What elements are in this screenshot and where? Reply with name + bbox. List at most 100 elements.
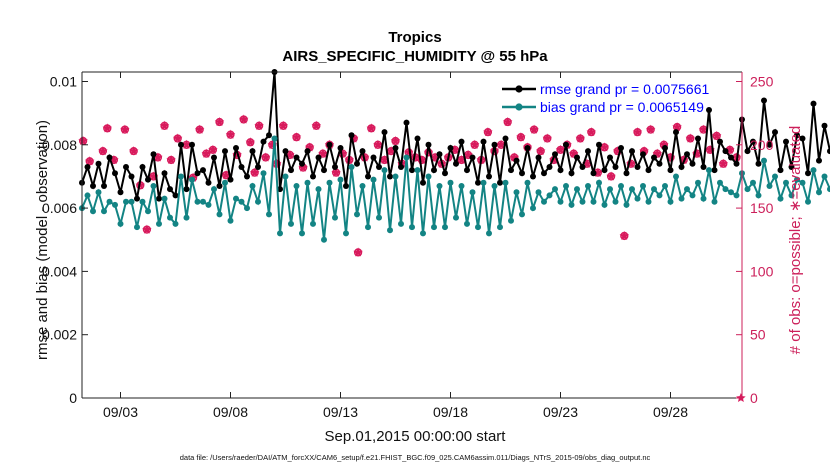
series-1-point-9	[128, 198, 135, 205]
series-1-point-73	[480, 179, 487, 186]
series-0-point-34	[266, 132, 272, 139]
series-0-point-97	[612, 163, 619, 170]
series-0-point-71	[469, 154, 476, 161]
series-1-point-107	[667, 198, 674, 205]
obs-count-marker-85	[632, 127, 643, 137]
series-0-point-135	[821, 122, 828, 129]
series-1-point-111	[689, 192, 696, 199]
series-1-point-98	[618, 182, 624, 189]
obs-count-marker-16	[194, 124, 205, 134]
series-1-point-135	[821, 173, 828, 180]
obs-count-marker-0	[78, 136, 88, 146]
series-0-point-72	[475, 179, 481, 186]
series-1-point-47	[337, 176, 344, 183]
obs-count-marker-23	[238, 114, 249, 124]
series-0-point-55	[381, 129, 388, 136]
series-0-point-74	[486, 173, 492, 180]
series-1-point-90	[574, 186, 580, 193]
series-1-point-113	[700, 195, 707, 202]
series-1-point-52	[365, 224, 371, 231]
x-tick-label-0: 09/03	[103, 404, 138, 420]
obs-count-marker-39	[337, 148, 348, 158]
obs-count-marker-11	[159, 120, 170, 130]
obs-count-marker-73	[555, 144, 566, 154]
series-1-point-70	[464, 220, 470, 227]
series-1-point-125	[766, 182, 773, 189]
obs-count-marker-35	[311, 120, 322, 130]
series-1-point-110	[684, 186, 690, 193]
series-1-point-6	[112, 201, 118, 208]
series-0-point-64	[431, 167, 437, 174]
series-0-point-67	[447, 144, 454, 151]
series-0-point-111	[689, 160, 696, 167]
series-0-point-8	[123, 163, 129, 170]
obs-count-marker-44	[366, 123, 377, 133]
series-1-point-81	[524, 179, 531, 186]
series-1-point-115	[711, 198, 718, 205]
series-0-point-110	[684, 151, 690, 158]
series-1-point-102	[640, 182, 646, 189]
series-0-point-70	[464, 167, 470, 174]
obs-count-marker-46	[379, 154, 390, 165]
series-1-point-78	[508, 217, 514, 224]
series-0-point-89	[568, 170, 575, 177]
chart-subtitle: AIRS_SPECIFIC_HUMIDITY @ 55 hPa	[282, 48, 548, 65]
obs-count-marker-81	[606, 171, 616, 181]
series-0-point-57	[392, 144, 399, 151]
obs-count-marker-48	[390, 136, 401, 146]
x-axis-label: Sep.01,2015 00:00:00 start	[325, 428, 507, 445]
series-0-point-41	[304, 148, 311, 155]
obs-count-marker-19	[214, 117, 225, 127]
y2-tick-label-4: 200	[750, 137, 774, 153]
chart-title: Tropics	[388, 29, 441, 46]
series-layer	[78, 69, 830, 403]
series-0-point-56	[387, 173, 393, 180]
series-0-point-88	[563, 141, 569, 148]
series-0-point-84	[541, 170, 547, 177]
obs-count-marker-42	[353, 247, 363, 257]
obs-count-marker-97	[711, 130, 722, 140]
series-1-point-129	[788, 192, 795, 199]
series-0-point-106	[662, 144, 668, 151]
y-tick-label-4: 0.008	[42, 137, 77, 153]
series-1-point-109	[678, 195, 685, 202]
series-1-point-133	[810, 167, 817, 174]
series-0-point-82	[530, 173, 536, 180]
series-1-point-126	[772, 173, 778, 180]
obs-count-marker-91	[672, 122, 682, 132]
series-0-point-69	[458, 138, 465, 145]
series-0-point-80	[519, 170, 525, 177]
legend-rmse-label: rmse grand pr = 0.0075661	[540, 81, 709, 97]
series-0-point-9	[128, 173, 135, 180]
x-tick-label-1: 09/08	[213, 404, 248, 420]
series-0-point-25	[216, 182, 223, 189]
series-0-point-26	[222, 148, 228, 155]
series-0-point-79	[513, 157, 520, 164]
series-0-point-81	[524, 144, 531, 151]
series-1-point-45	[326, 179, 333, 186]
series-1-point-112	[695, 179, 701, 186]
series-0-point-2	[90, 182, 96, 189]
obs-count-marker-6	[128, 146, 139, 156]
series-1-point-56	[387, 227, 393, 234]
series-1-point-4	[101, 208, 107, 215]
series-1-point-50	[354, 211, 360, 218]
obs-count-marker-12	[166, 154, 176, 165]
ticks: 09/03 09/08 09/13 09/18 09/23 09/28 0 0.002 0.00…	[42, 72, 774, 420]
series-0-point-29	[238, 163, 245, 170]
obs-count-marker-2	[98, 146, 108, 156]
series-1-point-108	[673, 173, 679, 180]
series-1-point-28	[233, 195, 239, 202]
series-0-point-37	[282, 148, 289, 155]
series-0-point-86	[552, 151, 558, 158]
series-0-point-114	[706, 106, 712, 113]
series-0-point-133	[810, 100, 817, 107]
obs-count-marker-13	[172, 133, 183, 143]
series-0-point-129	[788, 163, 795, 170]
series-1-point-58	[398, 220, 404, 227]
series-0-point-101	[634, 163, 641, 170]
y-tick-label-2: 0.004	[42, 263, 77, 279]
series-0-point-42	[310, 173, 316, 180]
y-tick-label-0: 0	[69, 390, 77, 406]
series-1-point-119	[733, 192, 740, 199]
